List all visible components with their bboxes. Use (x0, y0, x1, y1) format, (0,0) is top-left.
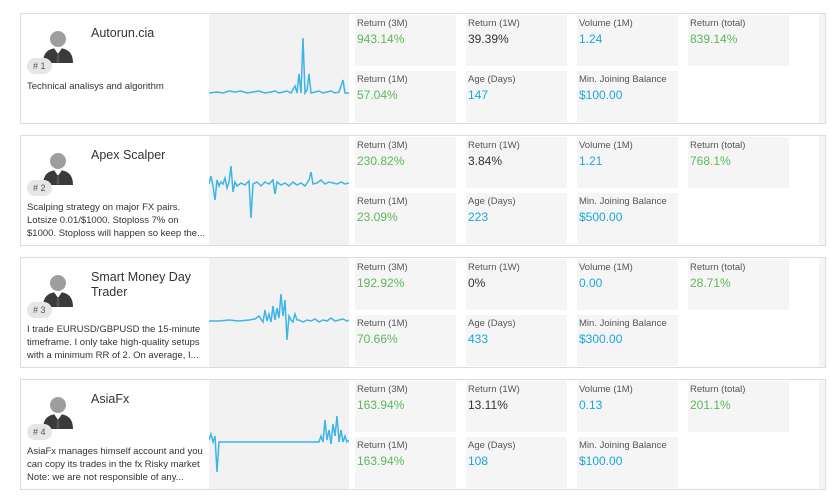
user-avatar-icon (43, 153, 73, 185)
performance-line (209, 293, 349, 341)
stat-return-3m: Return (3M) 163.94% (355, 381, 456, 432)
stat-return-total: Return (total) 839.14% (688, 15, 789, 66)
trader-card[interactable]: # 4 AsiaFx AsiaFx manages himself accoun… (20, 379, 826, 490)
trader-profile: # 4 AsiaFx AsiaFx manages himself accoun… (21, 380, 209, 489)
stat-return-total: Return (total) 28.71% (688, 259, 789, 310)
trader-name[interactable]: AsiaFx (91, 392, 130, 406)
trader-description: AsiaFx manages himself account and you c… (27, 446, 203, 483)
stat-return-3m: Return (3M) 230.82% (355, 137, 456, 188)
stat-age-days: Age (Days) 108 (466, 437, 567, 488)
stat-return-3m: Return (3M) 192.92% (355, 259, 456, 310)
stat-volume-1m: Volume (1M) 0.00 (577, 259, 678, 310)
trader-name[interactable]: Autorun.cia (91, 26, 155, 40)
card-edge (819, 258, 825, 367)
card-edge (819, 136, 825, 245)
rank-badge: # 4 (27, 424, 52, 440)
stat-min-balance: Min. Joining Balance $100.00 (577, 71, 678, 122)
performance-line (209, 165, 349, 219)
stat-volume-1m: Volume (1M) 1.24 (577, 15, 678, 66)
trader-description: Technical analisys and algorithm (27, 81, 164, 92)
user-avatar-icon (43, 31, 73, 63)
trader-description: Scalping strategy on major FX pairs. Lot… (27, 202, 205, 239)
stat-volume-1m: Volume (1M) 1.21 (577, 137, 678, 188)
stat-return-3m: Return (3M) 943.14% (355, 15, 456, 66)
performance-line (209, 415, 349, 473)
stat-return-1w: Return (1W) 3.84% (466, 137, 567, 188)
stat-return-1m: Return (1M) 57.04% (355, 71, 456, 122)
stat-return-1m: Return (1M) 70.66% (355, 315, 456, 366)
trader-description: I trade EURUSD/GBPUSD the 15-minute time… (27, 324, 201, 361)
stat-age-days: Age (Days) 433 (466, 315, 567, 366)
trader-profile: # 1 Autorun.cia Technical analisys and a… (21, 14, 209, 123)
stat-age-days: Age (Days) 223 (466, 193, 567, 244)
card-edge (819, 380, 825, 489)
stat-volume-1m: Volume (1M) 0.13 (577, 381, 678, 432)
stat-return-total: Return (total) 201.1% (688, 381, 789, 432)
performance-chart (209, 136, 349, 245)
performance-chart (209, 14, 349, 123)
stat-return-1w: Return (1W) 13.11% (466, 381, 567, 432)
rank-badge: # 2 (27, 180, 52, 196)
performance-chart (209, 380, 349, 489)
stat-min-balance: Min. Joining Balance $500.00 (577, 193, 678, 244)
trader-card[interactable]: # 2 Apex Scalper Scalping strategy on ma… (20, 135, 826, 246)
stat-return-1m: Return (1M) 163.94% (355, 437, 456, 488)
stat-return-1w: Return (1W) 39.39% (466, 15, 567, 66)
stat-age-days: Age (Days) 147 (466, 71, 567, 122)
trader-profile: # 2 Apex Scalper Scalping strategy on ma… (21, 136, 209, 245)
trader-name[interactable]: Apex Scalper (91, 148, 166, 162)
trader-name[interactable]: Smart Money Day Trader (91, 270, 192, 299)
stat-return-1w: Return (1W) 0% (466, 259, 567, 310)
stat-min-balance: Min. Joining Balance $100.00 (577, 437, 678, 488)
user-avatar-icon (43, 275, 73, 307)
stat-return-1m: Return (1M) 23.09% (355, 193, 456, 244)
trader-card[interactable]: # 1 Autorun.cia Technical analisys and a… (20, 13, 826, 124)
user-avatar-icon (43, 397, 73, 429)
trader-card[interactable]: # 3 Smart Money Day Trader I trade EURUS… (20, 257, 826, 368)
performance-chart (209, 258, 349, 367)
rank-badge: # 3 (27, 302, 52, 318)
stat-return-total: Return (total) 768.1% (688, 137, 789, 188)
stat-min-balance: Min. Joining Balance $300.00 (577, 315, 678, 366)
card-edge (819, 14, 825, 123)
rank-badge: # 1 (27, 58, 52, 74)
trader-profile: # 3 Smart Money Day Trader I trade EURUS… (21, 258, 209, 367)
performance-line (209, 37, 349, 96)
